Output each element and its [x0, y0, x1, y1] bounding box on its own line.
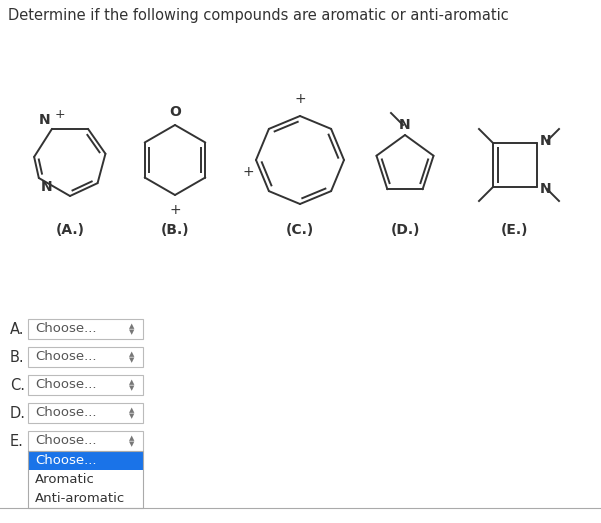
Text: (D.): (D.): [390, 223, 419, 237]
Text: B.: B.: [10, 349, 25, 365]
Text: (A.): (A.): [55, 223, 85, 237]
Text: Determine if the following compounds are aromatic or anti-aromatic: Determine if the following compounds are…: [8, 8, 509, 23]
Text: (E.): (E.): [501, 223, 529, 237]
Text: ▲: ▲: [129, 351, 135, 357]
Text: C.: C.: [10, 378, 25, 392]
Text: Choose...: Choose...: [35, 454, 97, 467]
FancyBboxPatch shape: [28, 375, 143, 395]
Text: Anti-aromatic: Anti-aromatic: [35, 492, 125, 505]
Text: ▼: ▼: [129, 385, 135, 391]
FancyBboxPatch shape: [28, 431, 143, 451]
Text: +: +: [242, 165, 254, 179]
Text: Choose...: Choose...: [35, 350, 97, 363]
Text: D.: D.: [10, 405, 26, 420]
Text: ▲: ▲: [129, 435, 135, 441]
Text: Choose...: Choose...: [35, 435, 97, 448]
Text: Choose...: Choose...: [35, 323, 97, 335]
Text: Aromatic: Aromatic: [35, 473, 95, 486]
Text: ▼: ▼: [129, 329, 135, 335]
Text: A.: A.: [10, 322, 25, 336]
Bar: [28, 451, 143, 470]
Text: Choose...: Choose...: [35, 379, 97, 392]
Text: (B.): (B.): [160, 223, 189, 237]
FancyBboxPatch shape: [28, 319, 143, 339]
Text: N: N: [540, 134, 552, 148]
Text: N: N: [399, 118, 411, 132]
Text: Choose...: Choose...: [35, 406, 97, 419]
Text: +: +: [55, 108, 66, 121]
Text: +: +: [294, 92, 306, 106]
Text: (C.): (C.): [286, 223, 314, 237]
Text: ▲: ▲: [129, 407, 135, 413]
Bar: [28, 470, 143, 489]
Text: N: N: [540, 182, 552, 196]
Text: ▲: ▲: [129, 379, 135, 385]
Text: ▼: ▼: [129, 413, 135, 419]
FancyBboxPatch shape: [28, 403, 143, 423]
Bar: [28, 489, 143, 508]
FancyBboxPatch shape: [28, 347, 143, 367]
Text: N: N: [41, 180, 52, 194]
Text: ▲: ▲: [129, 323, 135, 329]
Bar: [28, 451, 143, 508]
Text: +: +: [169, 203, 181, 217]
Text: N: N: [38, 113, 50, 127]
Text: E.: E.: [10, 434, 24, 449]
Text: ▼: ▼: [129, 441, 135, 447]
Text: O: O: [169, 105, 181, 119]
Text: ▼: ▼: [129, 357, 135, 363]
